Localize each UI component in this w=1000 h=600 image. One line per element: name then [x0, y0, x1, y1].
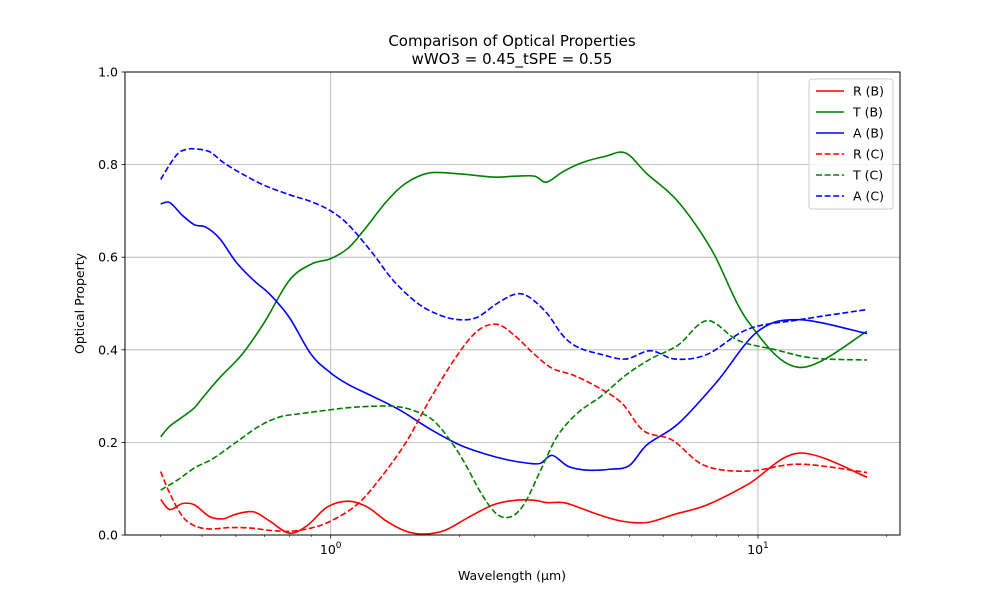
plot-lines: [159, 147, 868, 535]
x-tick-base: 10: [320, 542, 336, 557]
legend-label-r-c: R (C): [853, 147, 884, 162]
y-axis-label: Optical Property: [72, 252, 87, 354]
y-tick-label: 0.8: [98, 157, 118, 172]
x-tick-label: 101: [747, 541, 769, 557]
legend-label-a-c: A (C): [853, 189, 884, 204]
x-tick-exponent: 0: [336, 541, 342, 551]
y-tick-label: 0.2: [98, 435, 118, 450]
chart-subtitle: wWO3 = 0.45_tSPE = 0.55: [412, 50, 613, 69]
series-line-a-b: [160, 201, 868, 472]
legend-label-a-b: A (B): [853, 126, 884, 141]
y-tick-label: 0.4: [98, 342, 118, 357]
series-line-r-c: [159, 323, 868, 533]
x-axis-label: Wavelength (µm): [458, 568, 566, 583]
y-tick-label: 0.6: [98, 250, 118, 265]
series-line-t-b: [160, 151, 868, 438]
series-line-t-c: [160, 319, 868, 519]
series-line-a-c: [160, 147, 868, 361]
y-tick-label: 1.0: [98, 65, 118, 80]
legend-label-t-c: T (C): [852, 168, 883, 183]
y-tick-label: 0.0: [98, 528, 118, 543]
x-tick-exponent: 1: [763, 541, 769, 551]
chart-title: Comparison of Optical Properties: [388, 32, 636, 50]
x-tick-base: 10: [747, 542, 763, 557]
legend: R (B) T (B) A (B) R (C) T (C) A (C): [808, 78, 894, 210]
series-line-r-b: [160, 452, 868, 535]
legend-label-t-b: T (B): [852, 105, 883, 120]
legend-label-r-b: R (B): [853, 84, 884, 99]
x-tick-label: 100: [320, 541, 342, 557]
plot-frame: [124, 71, 901, 536]
